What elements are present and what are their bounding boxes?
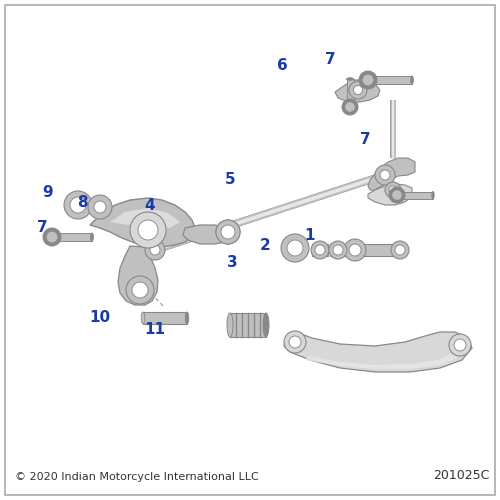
Text: 8: 8 xyxy=(77,195,88,210)
Ellipse shape xyxy=(410,76,414,84)
Circle shape xyxy=(64,191,92,219)
Circle shape xyxy=(46,232,58,242)
Polygon shape xyxy=(110,208,180,228)
Circle shape xyxy=(311,241,329,259)
Polygon shape xyxy=(368,158,415,190)
Circle shape xyxy=(88,195,112,219)
Circle shape xyxy=(359,71,377,89)
Polygon shape xyxy=(143,312,187,324)
Circle shape xyxy=(94,201,106,213)
Circle shape xyxy=(132,282,148,298)
Circle shape xyxy=(150,245,160,255)
Circle shape xyxy=(333,245,343,255)
Circle shape xyxy=(289,336,301,348)
Text: 3: 3 xyxy=(227,255,238,270)
Text: © 2020 Indian Motorcycle International LLC: © 2020 Indian Motorcycle International L… xyxy=(15,472,259,482)
Polygon shape xyxy=(355,244,400,256)
Text: 11: 11 xyxy=(144,322,166,338)
Circle shape xyxy=(349,81,367,99)
Ellipse shape xyxy=(141,312,145,324)
Text: 201025C: 201025C xyxy=(434,469,490,482)
Polygon shape xyxy=(397,192,433,198)
Circle shape xyxy=(375,165,395,185)
Circle shape xyxy=(145,240,165,260)
Polygon shape xyxy=(330,244,346,256)
Text: 7: 7 xyxy=(37,220,48,235)
Circle shape xyxy=(70,197,86,213)
Circle shape xyxy=(130,212,166,248)
Circle shape xyxy=(287,240,303,256)
Circle shape xyxy=(281,234,309,262)
Circle shape xyxy=(380,170,390,180)
Text: 5: 5 xyxy=(224,172,235,188)
Circle shape xyxy=(392,190,402,200)
Polygon shape xyxy=(52,233,92,241)
Circle shape xyxy=(385,182,401,198)
Circle shape xyxy=(342,99,358,115)
Polygon shape xyxy=(305,354,458,369)
Circle shape xyxy=(345,102,355,112)
Polygon shape xyxy=(284,332,472,372)
Circle shape xyxy=(216,220,240,244)
Circle shape xyxy=(43,228,61,246)
Circle shape xyxy=(349,244,361,256)
Text: 7: 7 xyxy=(324,52,336,68)
Polygon shape xyxy=(368,184,412,205)
Polygon shape xyxy=(335,80,380,102)
Text: 2: 2 xyxy=(260,238,270,252)
Ellipse shape xyxy=(227,313,233,337)
Polygon shape xyxy=(183,225,230,244)
Polygon shape xyxy=(230,313,266,337)
Text: 4: 4 xyxy=(144,198,156,212)
Circle shape xyxy=(344,239,366,261)
Circle shape xyxy=(395,245,405,255)
Text: 1: 1 xyxy=(305,228,316,242)
Circle shape xyxy=(221,225,235,239)
Circle shape xyxy=(329,241,347,259)
Circle shape xyxy=(126,276,154,304)
Ellipse shape xyxy=(185,312,189,324)
Circle shape xyxy=(454,339,466,351)
Ellipse shape xyxy=(346,78,354,80)
Ellipse shape xyxy=(90,233,94,241)
Circle shape xyxy=(216,220,240,244)
Polygon shape xyxy=(346,79,354,107)
Circle shape xyxy=(389,187,405,203)
Text: 9: 9 xyxy=(42,185,53,200)
Ellipse shape xyxy=(432,192,434,198)
Polygon shape xyxy=(90,198,195,247)
Circle shape xyxy=(449,334,471,356)
Circle shape xyxy=(389,186,397,194)
Circle shape xyxy=(284,331,306,353)
Circle shape xyxy=(138,220,158,240)
Polygon shape xyxy=(368,76,412,84)
Text: 7: 7 xyxy=(360,132,370,148)
Circle shape xyxy=(354,86,362,94)
Ellipse shape xyxy=(263,313,269,337)
Text: 6: 6 xyxy=(277,58,288,72)
Text: 10: 10 xyxy=(90,310,110,325)
Circle shape xyxy=(315,245,325,255)
Polygon shape xyxy=(312,244,328,256)
Polygon shape xyxy=(118,246,158,305)
Circle shape xyxy=(362,74,374,86)
Circle shape xyxy=(391,241,409,259)
